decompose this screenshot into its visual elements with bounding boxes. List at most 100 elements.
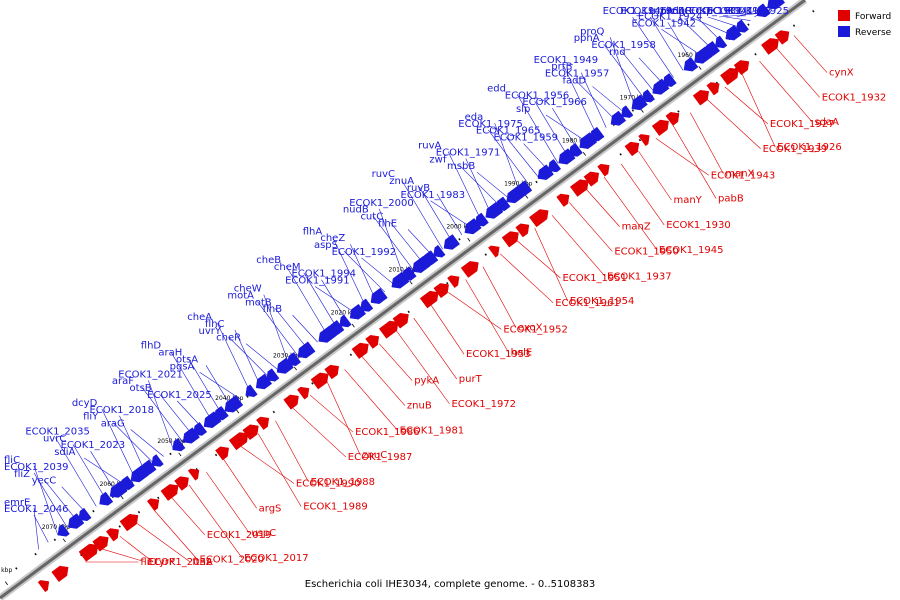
- forward-gene-label: manY: [673, 195, 702, 206]
- forward-gene: [215, 446, 229, 461]
- forward-gene-label: ECOK1_1939: [763, 144, 828, 155]
- reverse-gene-label: uvrC: [43, 433, 66, 444]
- forward-gene-label: ECOK1_1986: [355, 427, 420, 438]
- forward-gene-label: manX: [725, 169, 754, 180]
- reverse-gene-label: ECOK1_2046: [4, 504, 69, 515]
- reverse-gene-label: ECOK1_1956: [505, 90, 570, 101]
- reverse-gene-label: proQ: [580, 26, 604, 37]
- legend: Forward Reverse: [838, 10, 892, 38]
- leader-line: [112, 422, 155, 464]
- reverse-gene: [245, 384, 258, 398]
- reverse-gene-label: ECOK1_2039: [4, 462, 69, 473]
- forward-gene: [324, 364, 339, 380]
- leader-line: [551, 215, 606, 277]
- reverse-gene-label: flhA: [303, 226, 323, 237]
- position-dash: [272, 410, 276, 414]
- leader-line: [638, 150, 672, 201]
- tick-label: 2070 kbp: [42, 524, 70, 531]
- forward-gene: [51, 565, 69, 583]
- leader-line: [690, 112, 724, 174]
- reverse-gene: [756, 3, 771, 18]
- leader-line: [309, 394, 354, 433]
- leader-line: [430, 200, 472, 229]
- forward-gene: [419, 290, 439, 309]
- leader-line: [344, 369, 398, 431]
- leader-line: [499, 253, 554, 304]
- leader-line: [314, 286, 357, 314]
- forward-gene-label: fliD: [140, 557, 157, 568]
- tick-mark: [640, 109, 644, 113]
- reverse-gene-label: ECOK1_1933: [678, 6, 743, 17]
- leader-line: [390, 222, 424, 264]
- forward-gene: [665, 112, 680, 126]
- position-dash: [15, 567, 18, 570]
- reverse-gene: [78, 507, 92, 522]
- kbp-ticks: 1960 kbp 1970 kbp 1980 kbp 1990 kbp 2000 kbp…: [0, 9, 815, 586]
- tick-label: 2040 kbp: [215, 395, 243, 402]
- forward-gene: [447, 275, 460, 289]
- forward-gene: [488, 245, 500, 258]
- forward-gene: [569, 179, 589, 197]
- leader-line: [188, 484, 243, 559]
- forward-gene: [501, 231, 519, 248]
- position-dash: [677, 110, 680, 113]
- position-dash: [169, 452, 172, 456]
- reverse-gene-label: fliZ: [14, 469, 30, 480]
- leader-line: [603, 176, 658, 250]
- forward-gene: [37, 580, 50, 593]
- leader-line: [234, 329, 261, 386]
- reverse-gene: [767, 0, 786, 10]
- reverse-gene-label: pphA: [574, 33, 600, 44]
- forward-gene: [256, 416, 270, 430]
- leader-line: [141, 386, 184, 443]
- leader-line: [419, 186, 453, 243]
- forward-gene-label: manZ: [622, 222, 651, 233]
- leader-line: [649, 16, 684, 71]
- leader-line: [603, 43, 645, 100]
- reverse-gene-label: otsA: [176, 354, 198, 365]
- forward-gene: [119, 513, 139, 532]
- reverse-gene: [475, 212, 489, 227]
- reverse-gene-label: fadD: [562, 75, 586, 86]
- tick-label: 2060 kbp: [100, 481, 128, 488]
- leader-line: [632, 16, 674, 78]
- forward-gene-label: ECOK1_1952: [503, 324, 568, 335]
- leader-line: [148, 380, 174, 450]
- forward-gene: [283, 394, 299, 410]
- tick-mark: [4, 581, 8, 586]
- leader-line: [205, 365, 232, 407]
- reverse-gene-label: motA: [227, 290, 254, 301]
- leader-line: [102, 548, 146, 563]
- reverse-gene-label: araF: [112, 376, 134, 387]
- reverse-gene-label: ECOK1_1946: [603, 6, 668, 17]
- leader-line: [448, 292, 502, 330]
- reverse-gene-label: ECOK1_1994: [291, 269, 356, 280]
- leader-line: [678, 16, 713, 50]
- leader-line: [401, 180, 443, 250]
- forward-gene: [297, 386, 310, 400]
- leader-line: [534, 228, 569, 302]
- forward-gene-label: ECOK1_1943: [711, 170, 776, 181]
- leader-line: [465, 158, 492, 214]
- tick-mark: [467, 237, 471, 242]
- leader-line: [159, 393, 193, 436]
- reverse-gene-label: fliY: [83, 412, 99, 423]
- leader-line: [188, 358, 222, 414]
- tick-mark: [178, 452, 182, 457]
- legend-forward-swatch: [838, 10, 850, 21]
- tick-label: 1980 kbp: [562, 138, 590, 145]
- leader-line: [505, 136, 540, 178]
- leader-line: [776, 48, 820, 98]
- leader-line: [33, 508, 39, 550]
- reverse-gene: [339, 314, 352, 328]
- forward-gene-label: ECOK1_1990: [296, 478, 361, 489]
- reverse-gene-label: emrE: [4, 497, 30, 508]
- tick-mark: [409, 280, 413, 285]
- leader-line: [257, 433, 302, 507]
- leader-line: [170, 351, 213, 421]
- reverse-gene-label: araG: [101, 418, 125, 429]
- leader-line: [55, 437, 97, 507]
- position-dash: [747, 23, 750, 26]
- forward-gene: [310, 372, 329, 390]
- reverse-gene-label: kdgR: [667, 6, 692, 17]
